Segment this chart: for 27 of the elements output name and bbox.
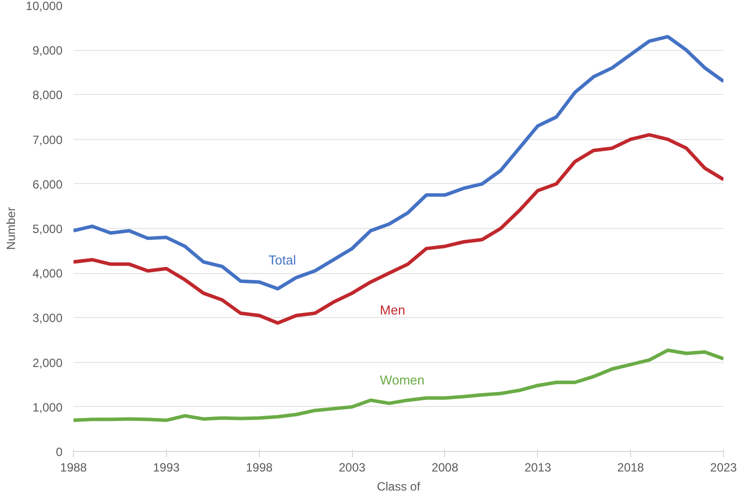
line-series bbox=[74, 133, 724, 325]
x-tick-label: 2003 bbox=[338, 460, 366, 474]
series-label: Men bbox=[380, 302, 406, 318]
y-tick-label: 8,000 bbox=[32, 88, 63, 102]
y-tick-label: 3,000 bbox=[32, 311, 63, 326]
series-label: Women bbox=[380, 372, 424, 388]
y-tick-label: 9,000 bbox=[32, 44, 63, 58]
series-label: Total bbox=[268, 252, 296, 268]
y-tick-label: 5,000 bbox=[32, 222, 63, 236]
line-series bbox=[74, 348, 724, 422]
y-tick-label: 2,000 bbox=[32, 356, 63, 370]
x-tick-label: 2018 bbox=[617, 460, 644, 474]
x-tick-label: 1993 bbox=[153, 460, 180, 474]
y-tick-label: 4,000 bbox=[32, 266, 63, 281]
line-series bbox=[74, 34, 724, 290]
x-tick-label: 2008 bbox=[432, 460, 459, 474]
y-axis-title: Number bbox=[4, 207, 18, 250]
x-tick-label: 2013 bbox=[524, 460, 552, 474]
y-tick-label: 6,000 bbox=[32, 177, 63, 192]
y-tick-label: 10,000 bbox=[26, 0, 63, 13]
y-tick-label: 7,000 bbox=[32, 132, 63, 147]
y-tick-label: 1,000 bbox=[32, 400, 63, 414]
x-axis-title: Class of bbox=[376, 480, 421, 494]
x-tick-label: 2023 bbox=[710, 460, 738, 474]
y-tick-label: 0 bbox=[56, 445, 63, 459]
x-tick-label: 1988 bbox=[60, 460, 88, 474]
x-tick-label: 1998 bbox=[246, 460, 273, 474]
